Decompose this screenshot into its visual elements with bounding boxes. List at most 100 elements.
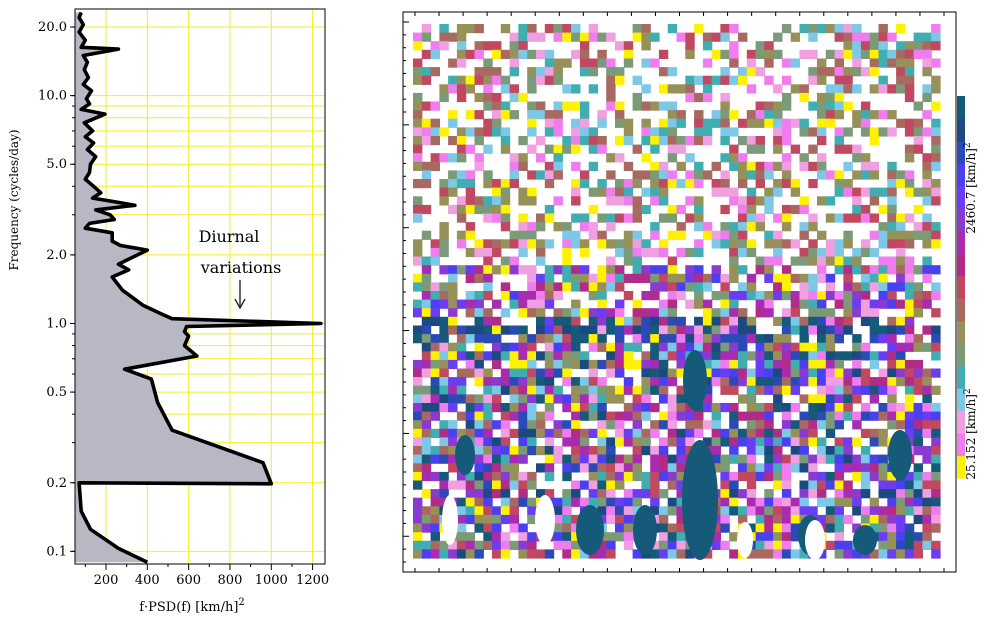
spectrogram-cell xyxy=(781,308,792,318)
spectrogram-cell xyxy=(834,437,844,447)
spectrogram-cell xyxy=(764,110,774,120)
spectrogram-cell xyxy=(632,420,642,430)
spectrogram-cell xyxy=(571,179,581,189)
psd-y-tick-label: 0.1 xyxy=(46,544,67,559)
spectrogram-cell xyxy=(878,282,888,292)
spectrogram-cell xyxy=(615,454,625,464)
spectrogram-cell xyxy=(896,325,906,335)
spectrogram-cell xyxy=(667,549,678,559)
spectrogram-cell xyxy=(421,428,432,438)
spectrogram-cell xyxy=(817,247,827,258)
spectrogram-cell xyxy=(738,282,748,292)
spectrogram-cell xyxy=(615,196,625,206)
spectrogram-cell xyxy=(781,325,792,335)
spectrogram-cell xyxy=(878,385,888,395)
spectrogram-cell xyxy=(764,368,774,378)
spectrogram-cell xyxy=(456,471,467,482)
spectrogram-cell xyxy=(825,506,836,516)
spectrogram-cell xyxy=(632,334,642,344)
spectrogram-cell xyxy=(632,247,642,258)
spectrogram-cell xyxy=(825,420,836,430)
spectrogram-cell xyxy=(632,75,642,85)
spectrogram-cell xyxy=(808,179,818,189)
spectrogram-cell xyxy=(465,204,476,215)
spectrogram-cell xyxy=(676,394,686,404)
spectrogram-cell xyxy=(562,334,572,344)
spectrogram-cell xyxy=(483,403,493,413)
spectrogram-cell xyxy=(729,351,739,361)
spectrogram-cell xyxy=(931,118,941,128)
spectrogram-cell xyxy=(667,265,678,275)
spectrogram-cell xyxy=(465,532,476,542)
spectrogram-cell xyxy=(702,75,713,85)
psd-x-axis-label-exponent: 2 xyxy=(238,597,244,608)
spectrogram-cell xyxy=(738,153,748,163)
spectrogram-cell xyxy=(623,187,634,197)
spectrogram-cell xyxy=(571,213,581,223)
spectrogram-cell xyxy=(492,334,502,344)
spectrogram-cell xyxy=(808,463,818,473)
spectrogram-cell xyxy=(755,67,765,77)
spectrogram-cell xyxy=(413,127,423,137)
spectrogram-cell xyxy=(790,144,801,154)
spectrogram-cell xyxy=(492,204,502,215)
spectrogram-cell xyxy=(773,523,783,533)
spectrogram-cell xyxy=(571,514,581,525)
spectrogram-cell xyxy=(860,385,871,395)
spectrogram-cell xyxy=(474,351,484,361)
spectrogram-cell xyxy=(492,118,502,128)
spectrogram-cell xyxy=(500,179,511,189)
spectrogram-cell xyxy=(817,514,827,525)
spectrogram-cell xyxy=(474,411,484,421)
spectrogram-cell xyxy=(615,394,625,404)
spectrogram-cell xyxy=(852,437,862,447)
spectrogram-cell xyxy=(413,437,423,447)
spectrogram-cell xyxy=(500,377,511,387)
spectrogram-cell xyxy=(483,420,493,430)
spectrogram-cell xyxy=(544,454,555,464)
spectrogram-cell xyxy=(773,428,783,438)
spectrogram-cell xyxy=(606,58,616,68)
spectrogram-cell xyxy=(694,136,704,146)
spectrogram-cell xyxy=(755,291,765,301)
spectrogram-cell xyxy=(904,153,915,163)
spectrogram-cell xyxy=(597,411,607,421)
spectrogram-cell xyxy=(852,265,862,275)
spectrogram-cell xyxy=(896,411,906,421)
spectrogram-cell xyxy=(729,230,739,240)
spectrogram-cell xyxy=(536,428,546,438)
spectrogram-cell xyxy=(474,377,484,387)
spectrogram-cell xyxy=(738,489,748,499)
spectrogram-cell xyxy=(597,497,607,507)
spectrogram-cell xyxy=(773,247,783,258)
spectrogram-cell xyxy=(588,58,599,68)
spectrogram-cell xyxy=(711,179,721,189)
spectrogram-cell xyxy=(509,153,519,163)
spectrogram-cell xyxy=(896,58,906,68)
spectrogram-cell xyxy=(658,136,669,146)
spectrogram-cell xyxy=(773,549,783,559)
spectrogram-cell xyxy=(860,101,871,111)
spectrogram-cell xyxy=(896,41,906,51)
spectrogram-cell xyxy=(658,118,669,128)
spectrogram-cell xyxy=(738,359,748,370)
spectrogram-cell xyxy=(720,110,730,120)
spectrogram-cell xyxy=(720,489,730,499)
spectrogram-cell xyxy=(623,230,634,240)
spectrogram-cell xyxy=(887,471,897,482)
spectrogram-cell xyxy=(904,291,915,301)
spectrogram-cell xyxy=(667,256,678,266)
spectrogram-cell xyxy=(465,187,476,197)
spectrogram-cell xyxy=(606,497,616,507)
spectrogram-cell xyxy=(896,299,906,309)
spectrogram-cell xyxy=(720,101,730,111)
spectrogram-cell xyxy=(544,334,555,344)
spectrogram-cell xyxy=(808,480,818,490)
spectrogram-cell xyxy=(430,532,440,542)
spectrogram-cell xyxy=(597,334,607,344)
spectrogram-cell xyxy=(632,411,642,421)
spectrogram-cell xyxy=(878,273,888,283)
spectrogram-cell xyxy=(764,446,774,456)
spectrogram-cell xyxy=(571,230,581,240)
spectrogram-cell xyxy=(913,506,923,516)
